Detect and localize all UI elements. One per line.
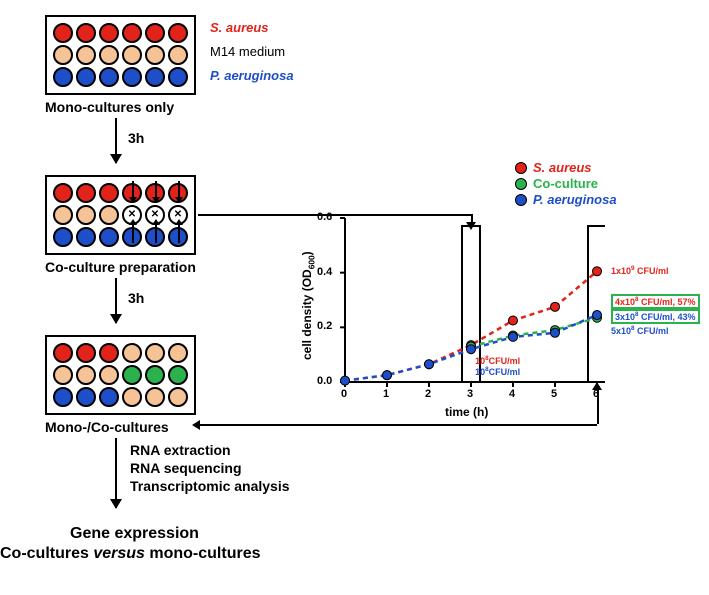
x-axis-label: time (h) [445,405,488,419]
plate1-side-label: S. aureus [210,20,269,35]
chart-legend-item: P. aeruginosa [515,192,617,207]
arrow-label: 3h [128,130,144,146]
plate: Mono-/Co-cultures [45,335,196,435]
arrow-step2 [115,278,117,323]
connector-line [198,424,597,426]
arrow-step1 [115,118,117,163]
rna-step: Transcriptomic analysis [130,478,290,494]
arrow-step3 [115,438,117,508]
plate-label: Mono-cultures only [45,99,196,115]
cfu-end-label: 1x109 CFU/ml [611,265,669,276]
plate: ✕✕✕Co-culture preparation [45,175,196,275]
plate1-side-label: P. aeruginosa [210,68,294,83]
xtick: 5 [551,388,557,400]
rna-step: RNA sequencing [130,460,242,476]
chart-legend-item: Co-culture [515,176,598,191]
growth-chart [305,210,605,410]
plate1-side-label: M14 medium [210,44,285,59]
plate-label: Co-culture preparation [45,259,196,275]
xtick: 3 [467,388,473,400]
cfu-inline-label: 108CFU/ml [475,355,520,366]
ytick: 0.4 [317,266,332,278]
xtick: 0 [341,388,347,400]
ytick: 0.6 [317,211,332,223]
xtick: 1 [383,388,389,400]
arrow-label: 3h [128,290,144,306]
xtick: 2 [425,388,431,400]
final-subtitle: Co-cultures versus mono-cultures [0,545,261,563]
connector-line [198,214,471,216]
cfu-end-label: 5x108 CFU/ml [611,325,669,336]
cfu-end-label: 3x108 CFU/ml, 43% [611,309,700,324]
ytick: 0.0 [317,375,332,387]
cfu-inline-label: 108CFU/ml [475,366,520,377]
plate-label: Mono-/Co-cultures [45,419,196,435]
rna-step: RNA extraction [130,442,231,458]
xtick: 4 [509,388,515,400]
chart-legend-item: S. aureus [515,160,592,175]
ytick: 0.2 [317,320,332,332]
final-title: Gene expression [70,525,199,543]
cfu-end-label: 4x108 CFU/ml, 57% [611,294,700,309]
y-axis-label: cell density (OD600) [300,251,316,360]
plate: Mono-cultures only [45,15,196,115]
